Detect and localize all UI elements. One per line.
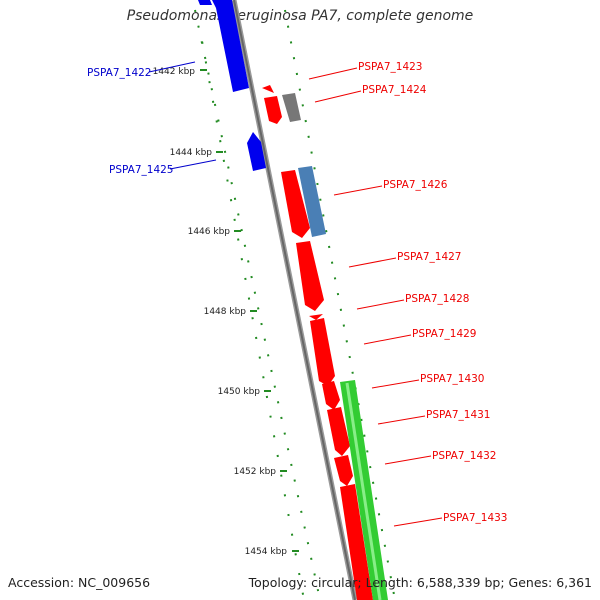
topology-text: Topology: circular; Length: 6,588,339 bp… xyxy=(248,575,592,590)
leader-pspa7-1422 xyxy=(148,61,196,73)
gene-label-pspa7-1431[interactable]: PSPA7_1431 xyxy=(426,409,491,421)
gene-label-pspa7-1432[interactable]: PSPA7_1432 xyxy=(432,450,497,462)
gene-label-pspa7-1422[interactable]: PSPA7_1422 xyxy=(87,67,152,79)
leader-lines xyxy=(148,61,443,527)
leader-pspa7-1429 xyxy=(363,334,412,345)
gene-label-pspa7-1428[interactable]: PSPA7_1428 xyxy=(405,293,470,305)
gene-label-pspa7-1425[interactable]: PSPA7_1425 xyxy=(109,164,174,176)
gene-green-highlight xyxy=(345,382,382,600)
leader-pspa7-1426 xyxy=(333,185,383,196)
leader-pspa7-1427 xyxy=(348,257,397,268)
gene-pspa7-1426-steel[interactable] xyxy=(298,166,326,237)
tick-label-1454: 1454 kbp xyxy=(245,547,288,557)
leader-pspa7-1425 xyxy=(169,159,217,170)
gene-pspa7-1427[interactable] xyxy=(296,241,324,311)
tick-labels: 1442 kbp 1444 kbp 1446 kbp 1448 kbp 1450… xyxy=(153,67,288,557)
backbone xyxy=(231,0,358,600)
gene-label-pspa7-1433[interactable]: PSPA7_1433 xyxy=(443,512,508,524)
gene-label-pspa7-1424[interactable]: PSPA7_1424 xyxy=(362,84,427,96)
gene-pspa7-1432[interactable] xyxy=(334,455,353,486)
leader-pspa7-1423 xyxy=(308,67,358,80)
gene-label-pspa7-1429[interactable]: PSPA7_1429 xyxy=(412,328,477,340)
gene-pspa7-1430[interactable] xyxy=(322,381,340,410)
guide-inner-left xyxy=(194,9,321,600)
tick-label-1446: 1446 kbp xyxy=(188,227,231,237)
tick-label-1444: 1444 kbp xyxy=(170,148,213,158)
gene-pspa7-1424[interactable] xyxy=(264,96,282,124)
accession-text: Accession: NC_009656 xyxy=(8,575,151,590)
gene-label-pspa7-1427[interactable]: PSPA7_1427 xyxy=(397,251,462,263)
gene-pspa7-1429[interactable] xyxy=(310,318,335,386)
gene-pspa7-1426[interactable] xyxy=(281,170,310,238)
gene-label-pspa7-1430[interactable]: PSPA7_1430 xyxy=(420,373,485,385)
gene-pspa7-1421-top[interactable] xyxy=(198,0,212,5)
tick-label-1442: 1442 kbp xyxy=(153,67,196,77)
gene-label-pspa7-1426[interactable]: PSPA7_1426 xyxy=(383,179,448,191)
leader-pspa7-1433 xyxy=(393,517,443,527)
gene-pspa7-1431[interactable] xyxy=(327,407,350,456)
forward-genes xyxy=(262,85,388,600)
leader-pspa7-1432 xyxy=(384,455,432,465)
map-title: Pseudomonas aeruginosa PA7, complete gen… xyxy=(126,8,474,24)
leader-pspa7-1424 xyxy=(314,90,362,103)
gene-pspa7-1424-gray[interactable] xyxy=(282,93,301,122)
tick-label-1448: 1448 kbp xyxy=(204,307,247,317)
tick-label-1452: 1452 kbp xyxy=(234,467,277,477)
leader-pspa7-1431 xyxy=(377,415,426,425)
backbone-inner xyxy=(233,0,356,600)
leader-pspa7-1428 xyxy=(356,299,405,310)
gene-pspa7-1425[interactable] xyxy=(247,132,266,171)
tick-label-1450: 1450 kbp xyxy=(218,387,261,397)
gene-pspa7-1422[interactable] xyxy=(212,0,249,92)
reverse-genes xyxy=(198,0,266,171)
gene-labels: PSPA7_1422 PSPA7_1423 PSPA7_1424 PSPA7_1… xyxy=(87,61,508,524)
gene-label-pspa7-1423[interactable]: PSPA7_1423 xyxy=(358,61,423,73)
gene-pspa7-1423[interactable] xyxy=(262,85,274,93)
gene-pspa7-1428[interactable] xyxy=(309,314,323,320)
leader-pspa7-1430 xyxy=(371,379,420,389)
gene-pspa7-1433[interactable] xyxy=(340,484,373,600)
tick-marks xyxy=(200,69,299,552)
